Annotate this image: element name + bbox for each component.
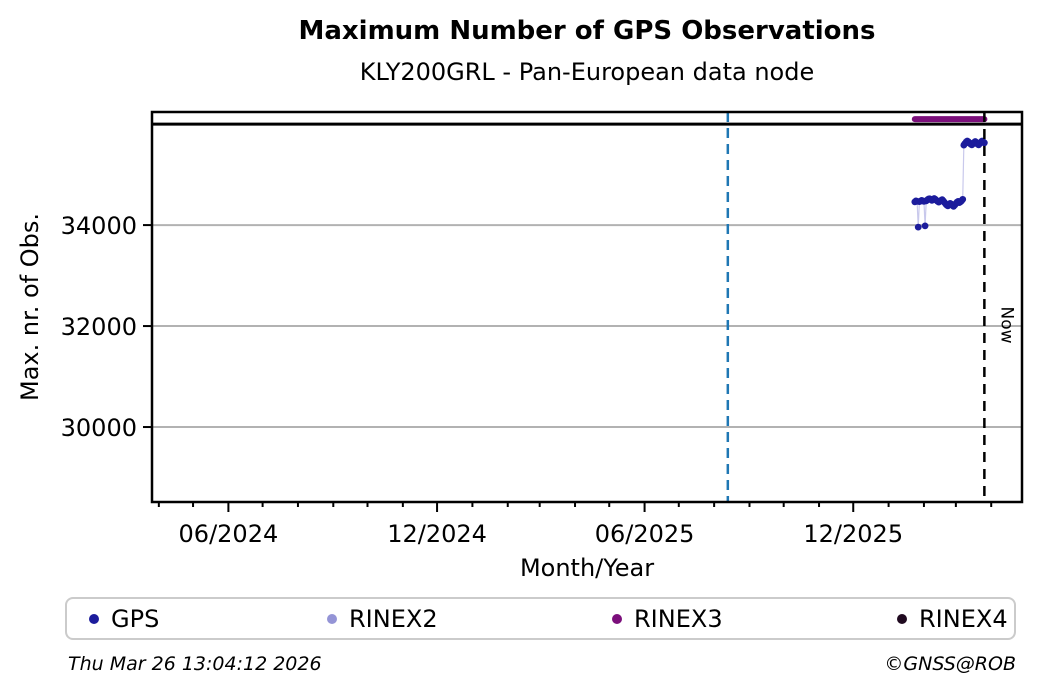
chart-subtitle: KLY200GRL - Pan-European data node <box>359 58 815 86</box>
x-tick-label: 06/2025 <box>595 520 695 548</box>
legend-item-rinex2: RINEX2 <box>327 607 438 631</box>
legend-item-gps: GPS <box>89 607 159 631</box>
x-axis-label: Month/Year <box>519 554 655 582</box>
x-tick-label: 12/2024 <box>387 520 487 548</box>
now-label: Now <box>996 306 1016 343</box>
data-point-gps <box>914 223 922 231</box>
legend-marker-rinex2 <box>327 613 337 624</box>
legend-marker-rinex3 <box>612 613 622 624</box>
legend-label-rinex3: RINEX3 <box>634 604 723 633</box>
timestamp-text: Thu Mar 26 13:04:12 2026 <box>68 653 322 675</box>
data-point-gps <box>921 222 929 230</box>
legend-label-gps: GPS <box>111 604 160 633</box>
y-tick-label: 34000 <box>61 212 137 240</box>
y-tick-label: 32000 <box>61 313 137 341</box>
legend-label-rinex2: RINEX2 <box>349 604 438 633</box>
x-tick-label: 06/2024 <box>179 520 279 548</box>
chart-title: Maximum Number of GPS Observations <box>298 16 876 46</box>
y-tick-label: 30000 <box>61 414 137 442</box>
legend-label-rinex4: RINEX4 <box>919 604 1008 633</box>
legend-item-rinex3: RINEX3 <box>612 607 723 631</box>
x-tick-label: 12/2025 <box>803 520 903 548</box>
copyright-text: ©GNSS@ROB <box>884 653 1016 675</box>
series-connector-gps <box>914 140 985 228</box>
plot-border <box>150 110 1024 504</box>
data-point-gps <box>959 195 967 203</box>
legend-marker-gps <box>89 613 99 624</box>
legend-item-rinex4: RINEX4 <box>897 607 1008 631</box>
plot-area: 30000 32000 34000 06/2024 12/2024 06/2025 12/2… <box>61 110 1024 548</box>
legend: GPS RINEX2 RINEX3 RINEX4 <box>65 597 1016 640</box>
data-point-gps <box>980 139 988 147</box>
legend-marker-rinex4 <box>897 613 907 624</box>
